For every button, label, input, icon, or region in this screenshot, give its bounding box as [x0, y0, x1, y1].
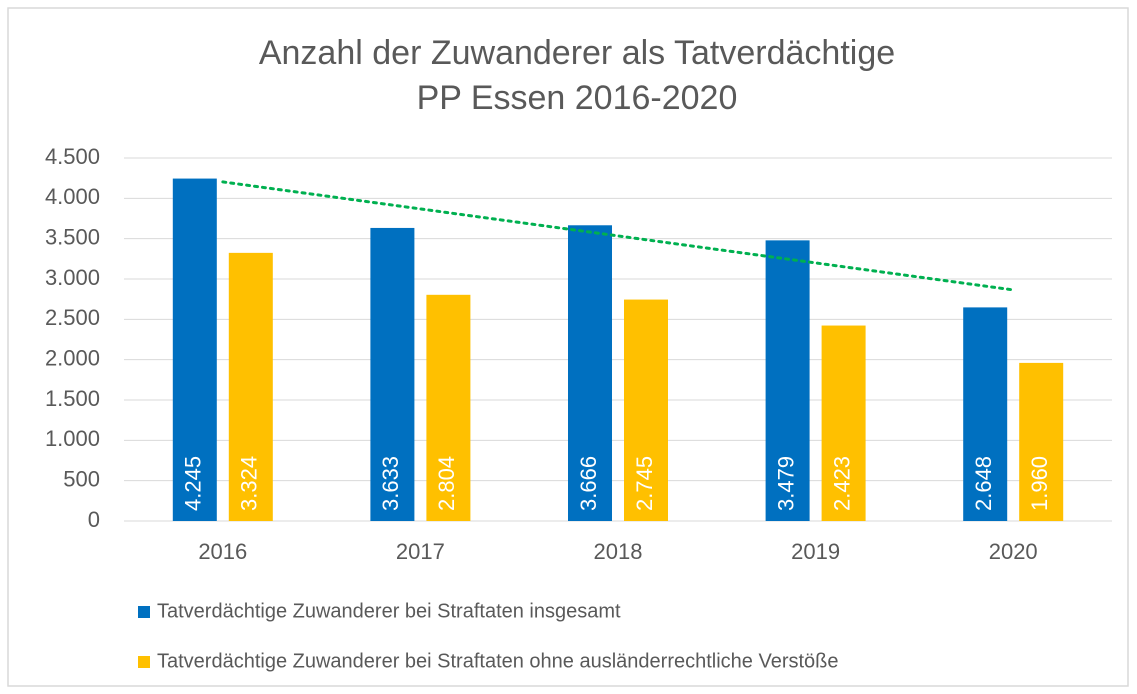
data-label: 2.804 — [434, 456, 459, 511]
y-tick-label: 3.000 — [45, 265, 100, 290]
data-label: 1.960 — [1027, 456, 1052, 511]
data-label: 3.633 — [378, 456, 403, 511]
x-tick-label: 2020 — [989, 539, 1038, 564]
bar — [821, 325, 866, 521]
x-tick-label: 2019 — [791, 539, 840, 564]
y-tick-label: 1.000 — [45, 426, 100, 451]
chart-subtitle: PP Essen 2016-2020 — [417, 79, 738, 117]
bar — [172, 178, 217, 521]
bar — [426, 294, 471, 521]
data-label: 3.666 — [576, 456, 601, 511]
y-tick-label: 4.000 — [45, 184, 100, 209]
bar — [370, 227, 415, 522]
legend-swatch — [138, 606, 150, 618]
data-label: 3.324 — [237, 456, 262, 511]
bar — [568, 225, 612, 521]
data-label: 3.479 — [773, 456, 798, 511]
bar — [963, 307, 1008, 521]
y-tick-label: 0 — [88, 507, 100, 532]
legend-swatch — [138, 656, 150, 668]
bar — [228, 252, 273, 521]
y-tick-label: 500 — [63, 466, 100, 491]
data-label: 2.423 — [829, 456, 854, 511]
y-tick-label: 1.500 — [45, 386, 100, 411]
data-label: 2.745 — [632, 456, 657, 511]
bar — [624, 299, 668, 521]
x-tick-label: 2018 — [594, 539, 643, 564]
y-tick-label: 2.000 — [45, 345, 100, 370]
chart-title: Anzahl der Zuwanderer als Tatverdächtige — [259, 34, 895, 72]
legend-label: Tatverdächtige Zuwanderer bei Straftaten… — [157, 650, 839, 672]
bar — [765, 240, 810, 522]
x-tick-label: 2016 — [198, 539, 247, 564]
y-tick-label: 3.500 — [45, 224, 100, 249]
y-tick-label: 4.500 — [45, 144, 100, 169]
data-label: 2.648 — [971, 456, 996, 511]
y-tick-label: 2.500 — [45, 305, 100, 330]
data-label: 4.245 — [181, 456, 206, 511]
trendline — [221, 180, 1015, 292]
bar — [1019, 362, 1064, 521]
x-tick-label: 2017 — [396, 539, 445, 564]
legend-label: Tatverdächtige Zuwanderer bei Straftaten… — [157, 600, 621, 622]
